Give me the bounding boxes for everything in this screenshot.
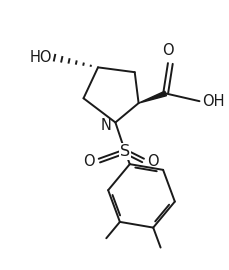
Polygon shape [138, 91, 166, 103]
Text: O: O [83, 154, 95, 168]
Text: O: O [161, 43, 173, 58]
Text: HO: HO [30, 50, 52, 65]
Text: S: S [120, 144, 130, 159]
Text: OH: OH [202, 94, 224, 109]
Text: O: O [147, 154, 158, 168]
Text: N: N [100, 118, 111, 133]
